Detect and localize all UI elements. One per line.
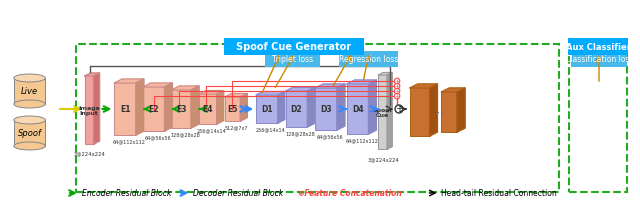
Polygon shape	[143, 84, 172, 88]
Text: 3@224x224: 3@224x224	[74, 150, 106, 155]
Text: +: +	[395, 84, 399, 89]
Polygon shape	[316, 85, 345, 89]
Text: 3@224x224: 3@224x224	[367, 156, 399, 161]
Text: 512@7x7: 512@7x7	[224, 124, 248, 129]
Polygon shape	[387, 73, 392, 149]
Text: E3: E3	[176, 105, 186, 114]
FancyBboxPatch shape	[172, 91, 191, 128]
Text: Spoof: Spoof	[17, 129, 42, 138]
FancyBboxPatch shape	[84, 77, 93, 144]
Text: D3: D3	[320, 105, 332, 114]
Text: Regression loss: Regression loss	[339, 55, 398, 64]
Circle shape	[394, 84, 400, 89]
Circle shape	[394, 94, 400, 99]
Polygon shape	[442, 89, 465, 93]
Polygon shape	[307, 88, 314, 127]
Text: ...: ...	[433, 104, 444, 114]
Text: Spoof
Cue: Spoof Cue	[372, 107, 393, 118]
FancyBboxPatch shape	[285, 92, 307, 127]
Text: 128@28x28: 128@28x28	[285, 130, 315, 135]
Text: 256@14x14: 256@14x14	[196, 127, 226, 132]
FancyBboxPatch shape	[223, 39, 364, 56]
FancyBboxPatch shape	[572, 52, 627, 68]
Polygon shape	[93, 74, 99, 144]
Polygon shape	[136, 80, 144, 135]
Polygon shape	[337, 85, 345, 130]
FancyBboxPatch shape	[14, 120, 45, 146]
Polygon shape	[369, 81, 376, 134]
Text: E5: E5	[227, 105, 237, 114]
Ellipse shape	[14, 116, 45, 124]
Text: +: +	[395, 94, 399, 99]
Text: E2: E2	[148, 105, 159, 114]
Text: 64@112x112: 64@112x112	[113, 138, 145, 143]
Text: 128@28x28: 128@28x28	[170, 131, 200, 136]
Polygon shape	[256, 92, 285, 95]
Text: E4: E4	[203, 105, 213, 114]
Text: 64@56x56: 64@56x56	[145, 134, 171, 139]
Polygon shape	[285, 88, 314, 92]
FancyBboxPatch shape	[115, 84, 136, 135]
Polygon shape	[84, 74, 99, 77]
Polygon shape	[241, 94, 247, 121]
Ellipse shape	[14, 75, 45, 83]
Polygon shape	[457, 89, 465, 132]
FancyBboxPatch shape	[410, 89, 429, 136]
Polygon shape	[199, 91, 223, 94]
Text: 64@56x56: 64@56x56	[317, 133, 344, 138]
Polygon shape	[347, 81, 376, 85]
Text: 256@14x14: 256@14x14	[255, 126, 285, 131]
Polygon shape	[115, 80, 144, 84]
Circle shape	[395, 105, 403, 113]
FancyBboxPatch shape	[442, 93, 457, 132]
Text: Encoder Residual Block: Encoder Residual Block	[82, 188, 171, 197]
Circle shape	[394, 89, 400, 94]
FancyBboxPatch shape	[265, 52, 320, 68]
Ellipse shape	[14, 142, 45, 150]
FancyBboxPatch shape	[339, 52, 398, 68]
Polygon shape	[172, 86, 199, 91]
Polygon shape	[429, 85, 438, 136]
FancyBboxPatch shape	[316, 89, 337, 130]
Polygon shape	[217, 91, 223, 124]
Polygon shape	[278, 92, 285, 123]
Text: Spoof Cue Generator: Spoof Cue Generator	[236, 42, 351, 52]
Text: E1: E1	[120, 105, 131, 114]
Text: Live: Live	[21, 87, 38, 96]
Polygon shape	[191, 86, 199, 128]
FancyBboxPatch shape	[347, 85, 369, 134]
Text: Decoder Residual Block: Decoder Residual Block	[193, 188, 284, 197]
Text: Aux Classifier: Aux Classifier	[566, 42, 630, 51]
Text: +: +	[395, 89, 399, 94]
Circle shape	[394, 79, 400, 84]
Text: D1: D1	[261, 105, 273, 114]
Text: +: +	[395, 79, 399, 84]
Text: Head-tail Residual Connection: Head-tail Residual Connection	[442, 188, 557, 197]
Polygon shape	[410, 85, 438, 89]
Text: Classification loss: Classification loss	[564, 55, 633, 64]
Text: ⊕Feature Concatenation: ⊕Feature Concatenation	[298, 188, 401, 197]
FancyBboxPatch shape	[14, 79, 45, 104]
FancyBboxPatch shape	[568, 39, 628, 56]
Polygon shape	[164, 84, 172, 131]
Text: Triplet loss: Triplet loss	[272, 55, 313, 64]
Text: D4: D4	[352, 105, 364, 114]
Polygon shape	[378, 73, 392, 76]
Text: 64@112x112: 64@112x112	[345, 137, 378, 142]
FancyBboxPatch shape	[225, 98, 241, 121]
FancyBboxPatch shape	[199, 94, 217, 124]
FancyBboxPatch shape	[143, 88, 164, 131]
Text: +: +	[395, 104, 403, 114]
Text: D2: D2	[291, 105, 302, 114]
Polygon shape	[225, 94, 247, 98]
Ellipse shape	[14, 101, 45, 109]
Text: Image
Input: Image Input	[78, 105, 100, 116]
FancyBboxPatch shape	[256, 95, 278, 123]
FancyBboxPatch shape	[378, 76, 387, 149]
